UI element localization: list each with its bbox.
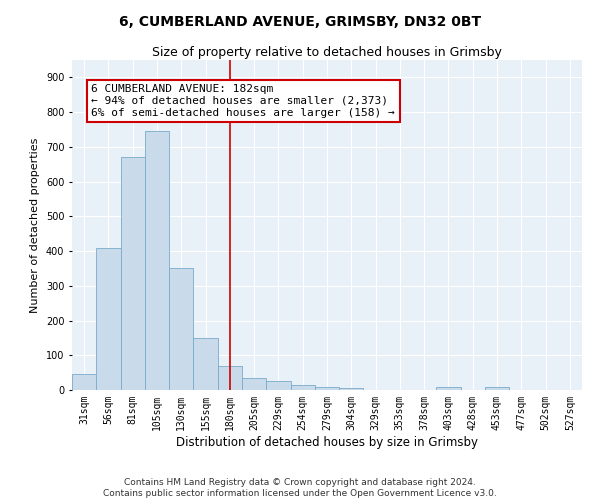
Bar [145, 131, 169, 390]
Y-axis label: Number of detached properties: Number of detached properties [31, 138, 40, 312]
Bar [96, 248, 121, 390]
Bar [193, 338, 218, 390]
Bar [436, 387, 461, 390]
Bar [315, 386, 339, 390]
Bar [290, 385, 315, 390]
Bar [485, 387, 509, 390]
Title: Size of property relative to detached houses in Grimsby: Size of property relative to detached ho… [152, 46, 502, 59]
Bar [72, 374, 96, 390]
Text: 6 CUMBERLAND AVENUE: 182sqm
← 94% of detached houses are smaller (2,373)
6% of s: 6 CUMBERLAND AVENUE: 182sqm ← 94% of det… [91, 84, 395, 117]
Bar [266, 382, 290, 390]
Text: 6, CUMBERLAND AVENUE, GRIMSBY, DN32 0BT: 6, CUMBERLAND AVENUE, GRIMSBY, DN32 0BT [119, 15, 481, 29]
X-axis label: Distribution of detached houses by size in Grimsby: Distribution of detached houses by size … [176, 436, 478, 448]
Bar [121, 158, 145, 390]
Bar [218, 366, 242, 390]
Bar [339, 388, 364, 390]
Bar [169, 268, 193, 390]
Text: Contains HM Land Registry data © Crown copyright and database right 2024.
Contai: Contains HM Land Registry data © Crown c… [103, 478, 497, 498]
Bar [242, 378, 266, 390]
